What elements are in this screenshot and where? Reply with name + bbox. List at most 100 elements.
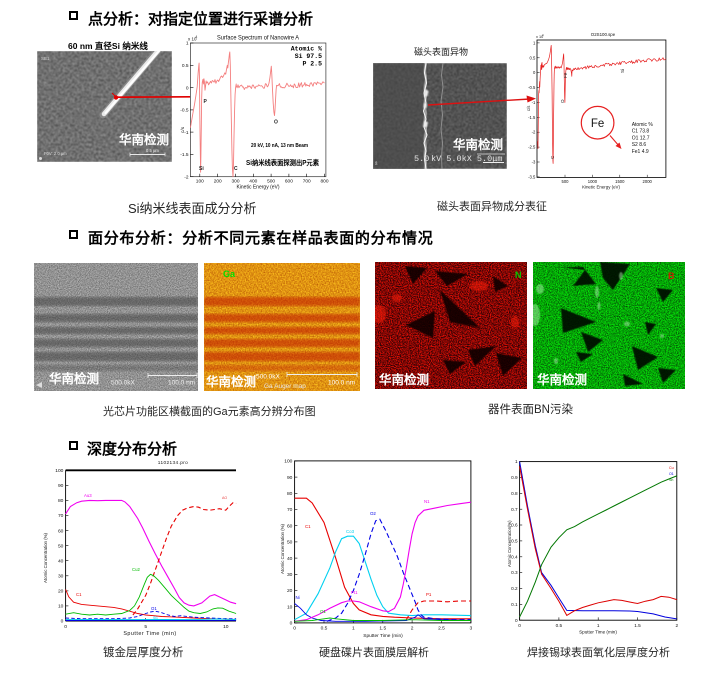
svg-text:2.5: 2.5 (438, 626, 445, 632)
svg-text:10: 10 (223, 624, 229, 630)
svg-text:5.0 kV 5.0kX 5.0μm: 5.0 kV 5.0kX 5.0μm (414, 154, 502, 164)
svg-text:0.8: 0.8 (511, 491, 518, 496)
svg-text:4: 4 (542, 33, 544, 37)
svg-text:Fe1 4.9: Fe1 4.9 (632, 149, 649, 155)
svg-text:Si纳米线表面探测出P元素: Si纳米线表面探测出P元素 (246, 158, 319, 167)
svg-text:-0.5: -0.5 (528, 85, 536, 90)
svg-text:2: 2 (675, 623, 678, 628)
svg-text:1.5: 1.5 (634, 623, 641, 628)
svg-text:0.6: 0.6 (511, 523, 518, 528)
svg-text:Atomic Concentration (%): Atomic Concentration (%) (43, 532, 48, 583)
svg-text:O1: O1 (669, 472, 674, 476)
svg-text:O2S100.spe: O2S100.spe (591, 32, 616, 37)
svg-text:100: 100 (284, 459, 292, 465)
svg-text:-3: -3 (532, 160, 536, 165)
svg-text:Ni: Ni (296, 595, 300, 600)
svg-text:90: 90 (58, 483, 64, 489)
svg-text:-2: -2 (184, 174, 189, 180)
svg-text:Sputter Time (min): Sputter Time (min) (363, 633, 403, 639)
svg-text:200: 200 (214, 179, 222, 185)
svg-text:C1: C1 (76, 592, 82, 597)
svg-text:-0.5: -0.5 (180, 108, 189, 114)
svg-text:100.0 nm: 100.0 nm (328, 380, 355, 387)
svg-text:1000: 1000 (588, 179, 598, 184)
svg-text:50: 50 (287, 540, 293, 546)
svg-text:30: 30 (287, 572, 293, 578)
svg-text:Pt1: Pt1 (351, 590, 358, 595)
svg-text:0: 0 (518, 623, 521, 628)
svg-text:70: 70 (287, 507, 293, 513)
svg-text:P1: P1 (426, 592, 432, 597)
svg-text:华南检测: 华南检测 (49, 371, 99, 386)
svg-text:Sputter Time (min): Sputter Time (min) (579, 630, 617, 635)
svg-text:F0V: 2.0 μm: F0V: 2.0 μm (44, 151, 67, 156)
svg-text:40: 40 (287, 556, 293, 562)
svg-text:Si1: Si1 (153, 616, 158, 620)
svg-text:Kinetic Energy (eV): Kinetic Energy (eV) (236, 185, 279, 191)
svg-text:Co3: Co3 (346, 529, 355, 534)
svg-text:0: 0 (533, 70, 536, 75)
svg-text:Cu: Cu (669, 466, 674, 470)
svg-text:2: 2 (411, 626, 414, 632)
svg-text:400: 400 (249, 179, 257, 185)
svg-text:1: 1 (186, 41, 189, 47)
svg-text:0.5 μm: 0.5 μm (146, 148, 159, 153)
svg-text:S2 8.6: S2 8.6 (632, 142, 647, 148)
svg-text:70: 70 (58, 513, 64, 519)
svg-text:0.5: 0.5 (182, 63, 189, 69)
svg-text:Kinetic Energy (eV): Kinetic Energy (eV) (582, 185, 620, 190)
svg-text:-2.5: -2.5 (528, 145, 536, 150)
svg-text:1: 1 (597, 623, 600, 628)
svg-text:20: 20 (287, 588, 293, 594)
svg-text:Atomic %: Atomic % (632, 122, 654, 128)
svg-text:Ga Auger map: Ga Auger map (264, 383, 306, 390)
svg-text:AO: AO (222, 496, 227, 500)
svg-text:1: 1 (515, 459, 518, 464)
svg-text:0.5: 0.5 (321, 626, 328, 632)
svg-text:Atomic %: Atomic % (291, 46, 322, 53)
svg-text:300: 300 (231, 179, 239, 185)
svg-text:100.0 nm: 100.0 nm (168, 380, 195, 387)
svg-text:-1.5: -1.5 (528, 115, 536, 120)
svg-text:40: 40 (58, 558, 64, 564)
svg-text:SE1: SE1 (41, 56, 50, 61)
svg-text:华南检测: 华南检测 (537, 372, 587, 387)
svg-text:0.5: 0.5 (529, 55, 535, 60)
svg-text:-1: -1 (184, 130, 189, 136)
svg-text:500.0kX: 500.0kX (111, 380, 136, 387)
svg-text:500: 500 (267, 179, 275, 185)
svg-text:5: 5 (144, 624, 147, 630)
svg-text:O1: O1 (320, 609, 326, 614)
svg-text:华南检测: 华南检测 (379, 372, 429, 387)
svg-text:0: 0 (515, 618, 518, 623)
svg-text:P 2.5: P 2.5 (302, 61, 322, 68)
svg-text:0.2: 0.2 (511, 586, 518, 591)
svg-text:3: 3 (470, 626, 473, 632)
svg-text:100: 100 (196, 179, 204, 185)
svg-text:Fe: Fe (591, 118, 604, 130)
svg-text:1: 1 (533, 40, 536, 45)
svg-text:800: 800 (320, 179, 328, 185)
svg-text:4: 4 (196, 35, 198, 39)
svg-text:0.5: 0.5 (556, 623, 563, 628)
svg-text:Sputter Time (min): Sputter Time (min) (123, 631, 176, 637)
svg-text:0: 0 (290, 621, 293, 627)
svg-text:90: 90 (287, 475, 293, 481)
svg-text:华南检测: 华南检测 (453, 137, 503, 152)
svg-text:1.5: 1.5 (379, 626, 386, 632)
svg-text:100: 100 (55, 468, 63, 474)
svg-text:P: P (204, 99, 208, 105)
svg-text:-2: -2 (532, 130, 536, 135)
svg-text:20: 20 (58, 589, 64, 595)
svg-text:N: N (515, 270, 522, 280)
svg-text:Cu2: Cu2 (132, 567, 140, 572)
svg-text:1500: 1500 (615, 179, 625, 184)
svg-text:2000: 2000 (643, 179, 653, 184)
svg-text:0.7: 0.7 (511, 507, 518, 512)
svg-text:x 10: x 10 (188, 37, 197, 42)
svg-text:60: 60 (287, 523, 293, 529)
svg-text:O: O (560, 99, 565, 103)
svg-text:C: C (550, 155, 555, 159)
svg-text:-3.5: -3.5 (528, 174, 536, 179)
svg-text:O1: O1 (151, 606, 157, 611)
